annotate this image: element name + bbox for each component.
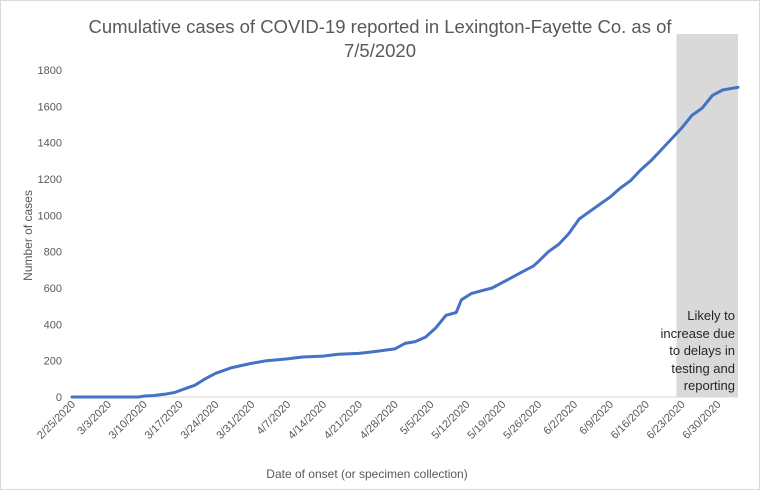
annotation-line: to delays in xyxy=(669,343,735,358)
annotation-line: testing and xyxy=(671,360,735,376)
chart-title-line2: 7/5/2020 xyxy=(343,40,416,61)
x-tick-label: 6/2/2020 xyxy=(541,399,580,438)
x-axis-ticks: 2/25/20203/3/20203/10/20203/17/20203/24/… xyxy=(35,399,724,442)
x-axis-title: Date of onset (or specimen collection) xyxy=(266,467,467,481)
delay-shaded-region xyxy=(676,34,738,397)
y-axis-title: Number of cases xyxy=(21,190,35,281)
delay-annotation: Likely to increase due to delays in testing… xyxy=(640,307,735,395)
annotation-line: reporting xyxy=(683,378,735,393)
y-tick-label: 400 xyxy=(44,319,62,331)
x-tick-label: 5/26/2020 xyxy=(501,399,544,442)
y-tick-label: 600 xyxy=(44,283,62,295)
y-tick-label: 1600 xyxy=(38,101,62,113)
chart-title-line1: Cumulative cases of COVID-19 reported in… xyxy=(88,16,672,37)
series-line-cumulative-cases xyxy=(70,85,740,399)
y-tick-label: 200 xyxy=(44,356,62,368)
annotation-line: increase due xyxy=(660,325,735,341)
y-axis-ticks: 0 200 400 600 800 1000 1200 1400 1600 1800 xyxy=(38,65,62,404)
y-tick-label: 0 xyxy=(56,392,62,404)
y-tick-label: 1800 xyxy=(38,65,62,77)
y-tick-label: 1000 xyxy=(38,210,62,222)
y-tick-label: 800 xyxy=(44,247,62,259)
y-tick-label: 1200 xyxy=(38,174,62,186)
x-tick-label: 2/25/2020 xyxy=(35,399,78,442)
x-tick-label: 6/30/2020 xyxy=(681,399,724,442)
x-tick-label: 3/31/2020 xyxy=(214,399,257,442)
annotation-line: Likely to xyxy=(687,308,735,323)
x-tick-label: 4/28/2020 xyxy=(358,399,401,442)
y-tick-label: 1400 xyxy=(38,138,62,150)
